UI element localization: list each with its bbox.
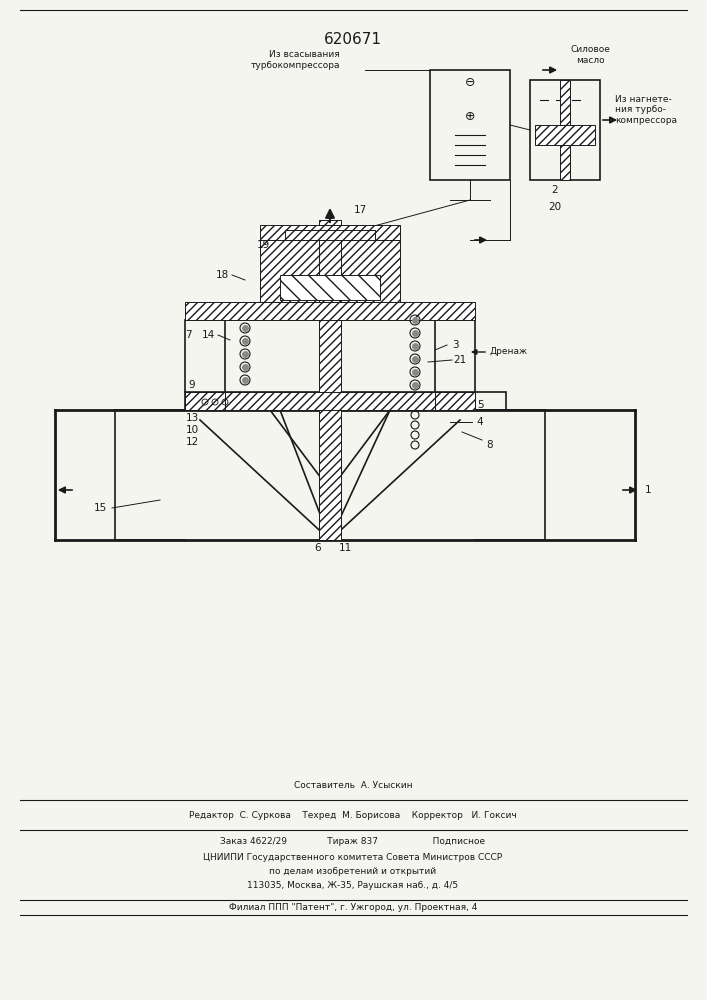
- Bar: [560, 80, 570, 125]
- Bar: [430, 70, 510, 180]
- Bar: [535, 125, 595, 145]
- Text: 5: 5: [477, 400, 484, 410]
- Text: 7: 7: [185, 330, 192, 340]
- Bar: [285, 230, 375, 240]
- Bar: [280, 275, 380, 300]
- Text: 12: 12: [185, 437, 199, 447]
- Text: 21: 21: [453, 355, 467, 365]
- Text: Заказ 4622/29              Тираж 837                   Подписное: Заказ 4622/29 Тираж 837 Подписное: [221, 838, 486, 846]
- Bar: [260, 240, 400, 302]
- Text: Составитель  А. Усыскин: Составитель А. Усыскин: [293, 780, 412, 790]
- Text: 113035, Москва, Ж-35, Раушская наб., д. 4/5: 113035, Москва, Ж-35, Раушская наб., д. …: [247, 882, 459, 890]
- Text: 18: 18: [216, 270, 228, 280]
- Bar: [185, 392, 475, 410]
- Text: 17: 17: [354, 205, 367, 215]
- Text: 10: 10: [185, 425, 199, 435]
- Text: ЦНИИПИ Государственного комитета Совета Министров СССР: ЦНИИПИ Государственного комитета Совета …: [204, 854, 503, 862]
- Text: 9: 9: [189, 380, 195, 390]
- Text: 620671: 620671: [324, 32, 382, 47]
- Text: ⊕: ⊕: [464, 110, 475, 123]
- Text: 4: 4: [477, 417, 484, 427]
- Text: Филиал ППП "Патент", г. Ужгород, ул. Проектная, 4: Филиал ППП "Патент", г. Ужгород, ул. Про…: [229, 904, 477, 912]
- Bar: [319, 220, 341, 302]
- Text: 3: 3: [452, 340, 458, 350]
- Bar: [185, 302, 475, 320]
- Text: Силовое
масло: Силовое масло: [570, 45, 610, 65]
- Bar: [260, 225, 400, 240]
- Bar: [530, 80, 600, 180]
- Text: 20: 20: [549, 202, 561, 212]
- Text: Из нагнете-
ния турбо-
компрессора: Из нагнете- ния турбо- компрессора: [615, 95, 677, 125]
- Bar: [319, 320, 341, 540]
- Text: 6: 6: [315, 543, 321, 553]
- Text: ⊖: ⊖: [464, 76, 475, 89]
- Text: 16: 16: [185, 400, 199, 410]
- Text: 19: 19: [257, 240, 269, 250]
- Text: 11: 11: [339, 543, 351, 553]
- Text: 1: 1: [645, 485, 651, 495]
- Bar: [560, 145, 570, 180]
- Bar: [185, 392, 475, 410]
- Text: Дренаж: Дренаж: [490, 348, 528, 357]
- Text: 2: 2: [551, 185, 559, 195]
- Text: по делам изобретений и открытий: по делам изобретений и открытий: [269, 867, 436, 876]
- Text: 13: 13: [185, 413, 199, 423]
- Bar: [185, 392, 506, 410]
- Text: 8: 8: [486, 440, 493, 450]
- Text: Редактор  С. Суркова    Техред  М. Борисова    Корректор   И. Гоксич: Редактор С. Суркова Техред М. Борисова К…: [189, 810, 517, 820]
- Bar: [185, 392, 225, 410]
- Text: 14: 14: [201, 330, 215, 340]
- Text: Из всасывания
турбокомпрессора: Из всасывания турбокомпрессора: [250, 50, 340, 70]
- Text: 15: 15: [93, 503, 107, 513]
- Bar: [435, 392, 475, 410]
- Bar: [285, 240, 375, 302]
